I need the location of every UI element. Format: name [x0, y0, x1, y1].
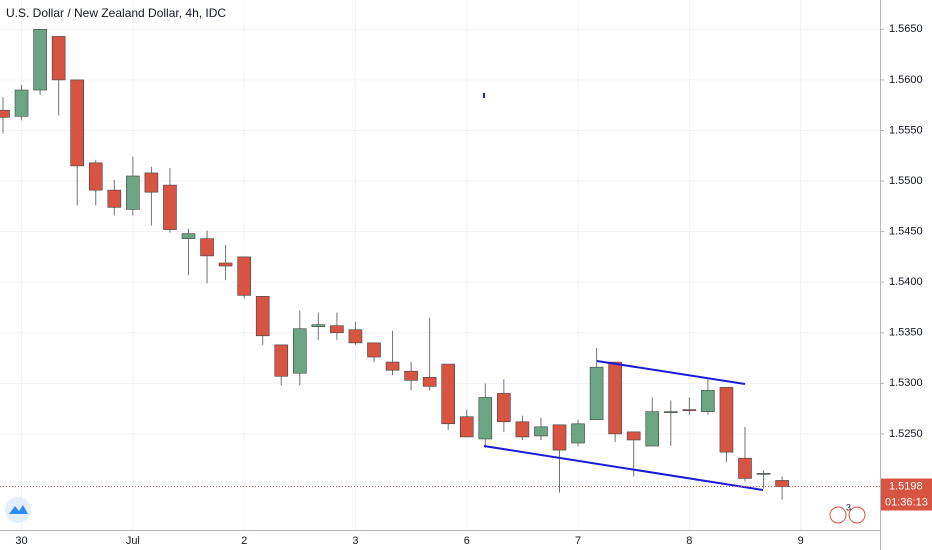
- candle-body: [534, 426, 548, 437]
- candle-body: [33, 29, 47, 91]
- x-tick-label: 30: [15, 535, 27, 547]
- candle-body: [571, 423, 585, 444]
- candle-body: [126, 175, 140, 210]
- candle-body: [14, 89, 29, 117]
- event-flags[interactable]: 3: [829, 502, 866, 524]
- y-tick-label: 1.5500: [889, 175, 923, 187]
- countdown-label: 01:36:13: [885, 496, 928, 508]
- candle-body: [255, 296, 270, 337]
- x-tick-label: 8: [686, 535, 692, 547]
- candle-body: [163, 184, 177, 230]
- x-tick-label: 2: [241, 535, 247, 547]
- y-tick-label: 1.5350: [889, 327, 923, 339]
- y-tick-label: 1.5250: [889, 428, 923, 440]
- candle-body: [51, 36, 66, 81]
- y-tick-label: 1.5550: [889, 124, 923, 136]
- candle-body: [645, 411, 660, 447]
- flag-count: 3: [846, 502, 851, 512]
- y-tick-label: 1.5650: [889, 23, 923, 35]
- candle-body: [422, 376, 437, 387]
- candle-body: [515, 421, 530, 438]
- candle-body: [478, 397, 493, 440]
- drawing-dot[interactable]: [483, 93, 485, 98]
- candle-body: [274, 344, 289, 377]
- candle-body: [88, 162, 103, 191]
- x-tick-label: 3: [352, 535, 358, 547]
- x-tick-label: 9: [798, 535, 804, 547]
- candle-body: [497, 393, 511, 423]
- candle-body: [756, 473, 771, 475]
- candle-body: [0, 109, 10, 118]
- chart-title: U.S. Dollar / New Zealand Dollar, 4h, ID…: [6, 6, 226, 20]
- candle-body: [218, 262, 233, 267]
- y-tick-label: 1.5600: [889, 74, 923, 86]
- trend-line[interactable]: [596, 360, 746, 385]
- trend-line[interactable]: [483, 445, 764, 491]
- y-tick-label: 1.5300: [889, 377, 923, 389]
- candle-body: [385, 361, 400, 371]
- last-price-label: 1.5198: [889, 480, 923, 492]
- candle-body: [181, 233, 196, 240]
- y-tick-label: 1.5400: [889, 276, 923, 288]
- x-tick-label: Jul: [126, 535, 140, 547]
- candle-body: [608, 361, 622, 435]
- candle-body: [459, 416, 474, 438]
- countdown-box: [881, 494, 932, 511]
- candle-body: [107, 189, 122, 208]
- candle-body: [330, 325, 344, 334]
- last-price-box: [881, 478, 932, 495]
- y-tick-label: 1.5450: [889, 226, 923, 238]
- candle-body: [144, 172, 159, 193]
- candle-body: [237, 256, 251, 296]
- candle-body: [626, 431, 641, 441]
- candle-body: [200, 238, 214, 257]
- x-tick-label: 6: [464, 535, 470, 547]
- candle-body: [552, 424, 567, 451]
- candle-body: [775, 480, 789, 487]
- candle-body: [292, 328, 307, 374]
- candle-body: [682, 409, 697, 411]
- candle-body: [441, 363, 456, 425]
- candle-body: [70, 79, 84, 167]
- candle-body: [348, 329, 363, 344]
- candle-body: [367, 342, 381, 358]
- candle-body: [738, 457, 752, 479]
- x-tick-label: 7: [575, 535, 581, 547]
- candle-body: [311, 324, 326, 327]
- candle-body: [719, 387, 734, 453]
- candle-body: [589, 366, 604, 421]
- candle-body: [663, 411, 678, 413]
- candle-body: [701, 390, 715, 412]
- candle-body: [404, 370, 418, 381]
- logo[interactable]: [5, 497, 31, 523]
